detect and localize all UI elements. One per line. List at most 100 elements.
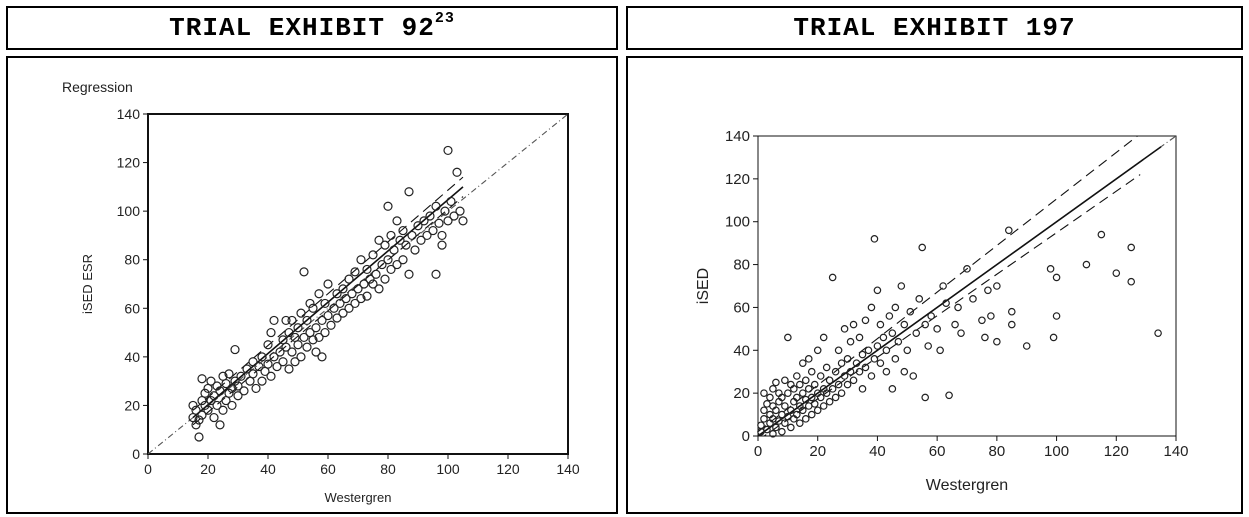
data-point [320,298,330,309]
x-tick-label: 120 [496,461,520,477]
data-point [308,335,318,345]
x-tick-label: 80 [989,443,1006,460]
data-point [784,389,792,397]
data-point [882,367,891,376]
data-point [293,323,303,333]
data-point [350,298,360,309]
data-point [781,402,789,410]
data-point [942,299,950,307]
panel-title-right: TRIAL EXHIBIT 197 [793,13,1076,43]
data-point [281,342,291,352]
chart-title: Regression [62,79,133,95]
data-point [191,405,201,415]
x-tick-label: 100 [1044,443,1069,460]
y-tick-label: 140 [117,106,141,122]
data-point [879,333,888,342]
data-point [398,255,408,265]
data-point [876,359,885,367]
data-point [837,359,846,367]
data-point [912,329,921,337]
data-point [446,196,456,207]
data-point [849,320,858,329]
data-point [909,372,918,380]
data-point [317,352,327,362]
data-point [383,255,393,265]
data-point [825,376,834,385]
y-tick-label: 0 [742,428,750,445]
data-point [781,419,789,427]
data-point [302,342,312,352]
data-point [344,274,354,284]
data-point [855,367,864,376]
data-point [790,385,798,393]
data-point [413,221,423,231]
data-point [793,372,801,380]
data-point [816,372,825,380]
data-point [458,216,468,226]
data-point [392,216,402,226]
data-point [945,391,953,400]
data-point [431,201,441,211]
x-axis-label: Westergren [325,490,392,505]
data-point [215,420,225,430]
data-point [368,250,378,260]
y-tick-label: 60 [733,299,750,316]
data-point [1097,230,1106,239]
data-point [1004,226,1013,235]
data-point [233,381,243,391]
y-axis-label: iSED [695,268,712,304]
x-tick-label: 60 [320,461,336,477]
data-point [813,346,822,355]
data-point [254,361,264,372]
data-point [837,389,846,397]
y-tick-label: 20 [124,397,140,413]
data-point [212,400,222,411]
data-point [323,279,333,289]
data-point [362,291,372,301]
x-tick-label: 20 [809,443,826,460]
data-point [1052,312,1061,320]
data-point [834,380,843,389]
data-point [1154,329,1162,337]
data-point [389,245,399,255]
x-tick-label: 100 [436,461,460,477]
data-point [368,279,378,289]
data-point [873,286,882,295]
data-point [787,406,795,415]
regression-line-solid [758,146,1162,436]
data-point [401,240,411,250]
data-point [371,269,381,279]
data-point [437,240,447,250]
data-point [760,415,768,423]
y-tick-label: 100 [117,203,141,219]
data-point [933,325,941,333]
data-point [215,386,225,396]
data-point [778,427,786,436]
data-point [1082,260,1091,269]
data-point [455,206,465,216]
data-point [1127,277,1136,286]
panel-footnote-marker: 23 [434,9,455,27]
y-tick-label: 40 [733,342,750,359]
data-point [311,347,321,357]
data-point [778,393,786,402]
data-point [828,385,837,393]
data-point [1049,333,1058,342]
data-point [843,355,852,363]
data-point [855,333,864,342]
data-point [299,332,309,343]
x-tick-label: 0 [754,443,762,460]
data-point [849,376,858,385]
data-point [1127,243,1136,252]
data-point [769,385,777,393]
data-point [861,316,870,325]
data-point [410,245,420,255]
data-point [846,337,855,346]
data-point [257,376,267,386]
data-point [248,369,258,379]
data-point [903,346,912,355]
data-point [299,267,309,277]
data-point [831,367,840,376]
data-point [882,346,891,355]
data-point [191,420,201,430]
